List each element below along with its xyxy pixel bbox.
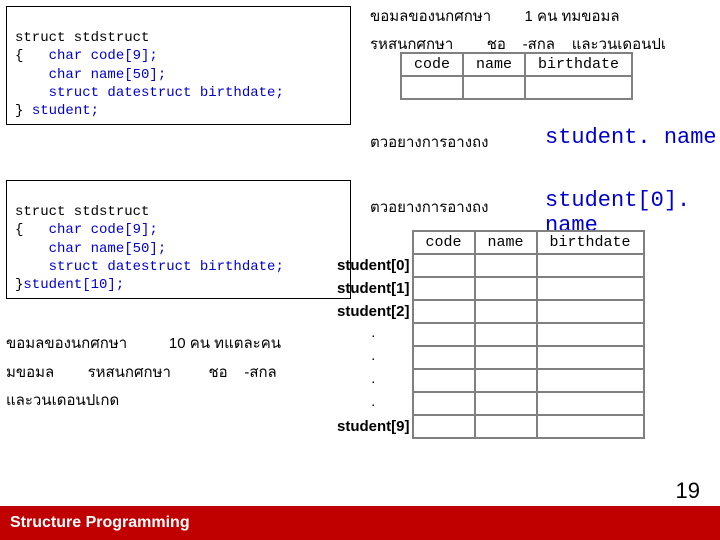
- table-row: student[9]: [335, 415, 644, 438]
- th-code-2: code: [413, 231, 475, 254]
- page-number: 19: [676, 478, 700, 504]
- row-label-1: student[1]: [335, 277, 413, 300]
- table-row: .: [335, 323, 644, 346]
- th-code-1: code: [401, 53, 463, 76]
- code2-l2b: char code[9];: [49, 222, 158, 238]
- table-row: student[2]: [335, 300, 644, 323]
- table-row: .: [335, 346, 644, 369]
- example-label-2: ตวอยางการอางถง: [370, 195, 488, 219]
- top-txt-e: -สกล: [523, 36, 555, 53]
- dots-4: .: [335, 392, 413, 415]
- footer-title: Structure Programming: [10, 514, 190, 532]
- top-txt-f: และวนเดอนปเ: [572, 36, 666, 53]
- table-row: [401, 76, 632, 99]
- code2-l1: struct stdstruct: [15, 204, 149, 220]
- single-student-table: code name birthdate: [400, 52, 633, 100]
- row-label-0: student[0]: [335, 254, 413, 277]
- row-label-9: student[9]: [335, 415, 413, 438]
- table-row: student[1]: [335, 277, 644, 300]
- btxt-3: และวนเดอนปเกด: [6, 392, 119, 409]
- code1-l5b: student;: [32, 103, 99, 119]
- top-txt-d: ชอ: [487, 36, 506, 53]
- row-label-2: student[2]: [335, 300, 413, 323]
- top-txt-a: ขอมลของนกศกษา: [370, 8, 491, 25]
- table-row: .: [335, 392, 644, 415]
- btxt-2b: รหสนกศกษา: [88, 364, 171, 381]
- table-row: student[0]: [335, 254, 644, 277]
- bottom-description: ขอมลของนกศกษา 10 คน ทแตละคน มขอมล รหสนกศ…: [6, 330, 281, 416]
- code2-l5b: student[10];: [23, 277, 124, 293]
- top-txt-c: รหสนกศกษา: [370, 36, 453, 53]
- th-birthdate-1: birthdate: [525, 53, 632, 76]
- dots-1: .: [335, 323, 413, 346]
- array-table-wrap: code name birthdate student[0] student[1…: [335, 230, 645, 439]
- btxt-1b: 10 คน ทแตละคน: [169, 335, 281, 352]
- btxt-2a: มขอมล: [6, 364, 54, 381]
- code1-l5a: }: [15, 103, 32, 119]
- th-name-1: name: [463, 53, 525, 76]
- footer-bar: Structure Programming: [0, 506, 720, 540]
- reference-single: student. name: [545, 125, 717, 150]
- struct-code-single: struct stdstruct { char code[9]; char na…: [6, 6, 351, 125]
- top-description: ขอมลของนกศกษา 1 คน ทมขอมล รหสนกศกษา ชอ -…: [370, 4, 720, 56]
- btxt-1a: ขอมลของนกศกษา: [6, 335, 127, 352]
- dots-2: .: [335, 346, 413, 369]
- th-birthdate-2: birthdate: [537, 231, 644, 254]
- btxt-2c: ชอ: [208, 364, 227, 381]
- code1-l2b: char code[9];: [49, 48, 158, 64]
- code1-l1: struct stdstruct: [15, 30, 149, 46]
- code2-l3: char name[50];: [15, 241, 166, 257]
- example-label-1: ตวอยางการอางถง: [370, 130, 488, 154]
- th-name-2: name: [475, 231, 537, 254]
- code2-l2a: {: [15, 222, 49, 238]
- btxt-2d: -สกล: [244, 364, 276, 381]
- code1-l2a: {: [15, 48, 49, 64]
- struct-code-array: struct stdstruct { char code[9]; char na…: [6, 180, 351, 299]
- dots-3: .: [335, 369, 413, 392]
- code1-l3: char name[50];: [15, 67, 166, 83]
- code2-l4: struct datestruct birthdate;: [15, 259, 284, 275]
- code1-l4: struct datestruct birthdate;: [15, 85, 284, 101]
- array-student-table: code name birthdate student[0] student[1…: [335, 230, 645, 439]
- top-txt-b: 1 คน ทมขอมล: [525, 8, 620, 25]
- table-row: .: [335, 369, 644, 392]
